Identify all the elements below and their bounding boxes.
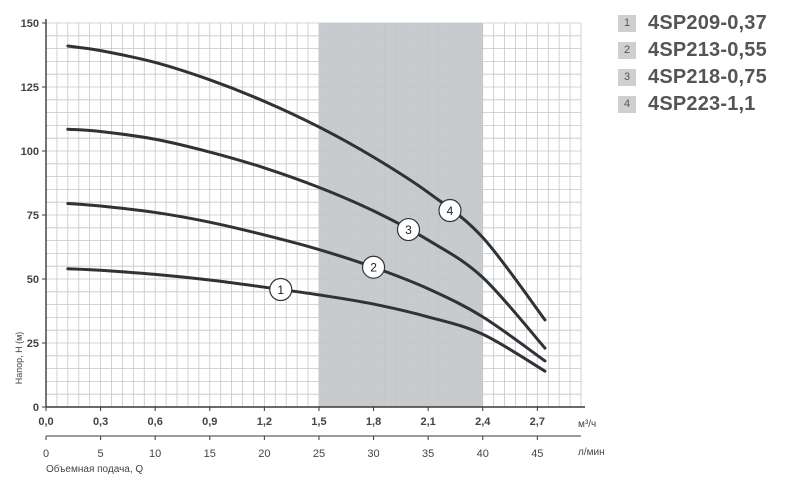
x-tick-label-lmin: 20 (258, 448, 270, 460)
curve-marker-label-3: 3 (405, 223, 412, 237)
legend-number: 4 (618, 95, 636, 113)
curve-marker-circle-3 (396, 217, 421, 242)
legend-item-1: 1 4SP209-0,37 (618, 10, 783, 36)
legend-number: 2 (618, 41, 636, 59)
y-tick-label: 125 (21, 82, 39, 94)
x-tick-label-lmin: 45 (531, 448, 543, 460)
x-tick-label-lmin: 35 (422, 448, 434, 460)
x-tick-label-m3h: 0,9 (202, 416, 217, 428)
curve-3 (66, 127, 547, 350)
curve-4 (66, 44, 547, 322)
y-tick-label: 0 (33, 402, 39, 414)
x-tick-label-m3h: 1,5 (311, 416, 326, 428)
y-tick-label: 100 (21, 146, 39, 158)
legend-label: 4SP213-0,55 (648, 38, 767, 61)
y-axis-label: Напор, H (м) (14, 332, 24, 385)
x-tick-label-m3h: 0,3 (93, 416, 108, 428)
curve-marker-label-4: 4 (447, 204, 454, 218)
curve-1 (66, 267, 547, 373)
legend-item-2: 2 4SP213-0,55 (618, 37, 783, 63)
x-tick-label-lmin: 0 (43, 448, 49, 460)
curve-2 (66, 201, 547, 363)
legend-label: 4SP209-0,37 (648, 11, 767, 34)
x-tick-label-m3h: 2,1 (420, 416, 435, 428)
x-tick-label-m3h: 0,6 (148, 416, 163, 428)
x-tick-label-lmin: 5 (98, 448, 104, 460)
x-unit-lmin: л/мин (578, 447, 605, 458)
y-tick-label: 25 (27, 338, 39, 350)
curve-marker-circle-2 (361, 255, 386, 279)
x-tick-label-lmin: 10 (149, 448, 161, 460)
x-tick-label-m3h: 1,2 (257, 416, 272, 428)
curve-marker-label-2: 2 (370, 261, 377, 275)
x-tick-label-lmin: 30 (367, 448, 379, 460)
axis-labels: Напор, H (м) Объемная подача, Q м³/ч л/м… (14, 332, 605, 475)
x-tick-label-lmin: 15 (204, 448, 216, 460)
legend: 1 4SP209-0,37 2 4SP213-0,55 3 4SP218-0,7… (618, 10, 783, 118)
x-tick-label-m3h: 2,4 (475, 416, 491, 428)
x-unit-m3h: м³/ч (578, 419, 596, 430)
legend-number: 3 (618, 68, 636, 86)
x-tick-label-lmin: 40 (477, 448, 489, 460)
y-tick-label: 150 (21, 18, 39, 30)
chart-curves (66, 44, 547, 373)
curve-marker-circle-1 (269, 277, 293, 302)
x-tick-label-m3h: 0,0 (38, 416, 53, 428)
legend-item-3: 3 4SP218-0,75 (618, 64, 783, 90)
legend-number: 1 (618, 14, 636, 32)
chart-grid (46, 22, 582, 407)
x-tick-label-m3h: 1,8 (366, 416, 381, 428)
curve-marker-label-1: 1 (277, 283, 284, 297)
curve-markers: 1 2 3 4 (269, 198, 462, 302)
y-tick-label: 75 (27, 210, 39, 222)
x-axis-label: Объемная подача, Q (46, 463, 143, 475)
x-tick-label-lmin: 25 (313, 448, 325, 460)
x-tick-label-m3h: 2,7 (530, 416, 545, 428)
y-tick-label: 50 (27, 274, 39, 286)
legend-label: 4SP223-1,1 (648, 92, 756, 115)
legend-label: 4SP218-0,75 (648, 65, 767, 88)
legend-item-4: 4 4SP223-1,1 (618, 91, 783, 117)
curve-marker-circle-4 (438, 198, 462, 223)
